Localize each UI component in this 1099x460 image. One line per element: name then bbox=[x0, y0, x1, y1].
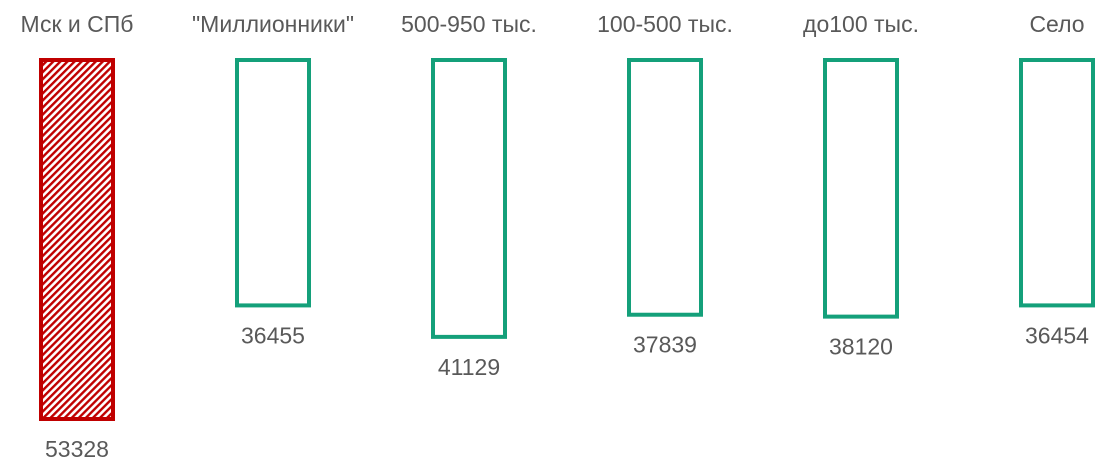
category-label-4: 100-500 тыс. bbox=[597, 11, 733, 37]
value-labels: 53328 36455 41129 37839 38120 36454 bbox=[45, 322, 1089, 460]
category-label-5: до100 тыс. bbox=[803, 11, 919, 37]
value-label-6: 36454 bbox=[1025, 322, 1089, 348]
category-label-3: 500-950 тыс. bbox=[401, 11, 537, 37]
bar-1 bbox=[39, 58, 115, 421]
bar-5 bbox=[823, 58, 899, 319]
value-label-3: 41129 bbox=[438, 354, 500, 380]
bar-3 bbox=[431, 58, 507, 339]
category-labels: Мск и СПб "Миллионники" 500-950 тыс. 100-50… bbox=[21, 11, 1085, 37]
value-label-1: 53328 bbox=[45, 436, 109, 460]
category-label-2: "Миллионники" bbox=[192, 11, 354, 37]
bar-2 bbox=[235, 58, 311, 308]
bar-4 bbox=[627, 58, 703, 317]
bars-group bbox=[39, 58, 1095, 421]
category-label-6: Село bbox=[1029, 11, 1084, 37]
category-label-1: Мск и СПб bbox=[21, 11, 134, 37]
bar-6 bbox=[1019, 58, 1095, 308]
value-label-5: 38120 bbox=[829, 334, 893, 360]
value-label-4: 37839 bbox=[633, 332, 697, 358]
value-label-2: 36455 bbox=[241, 322, 305, 348]
